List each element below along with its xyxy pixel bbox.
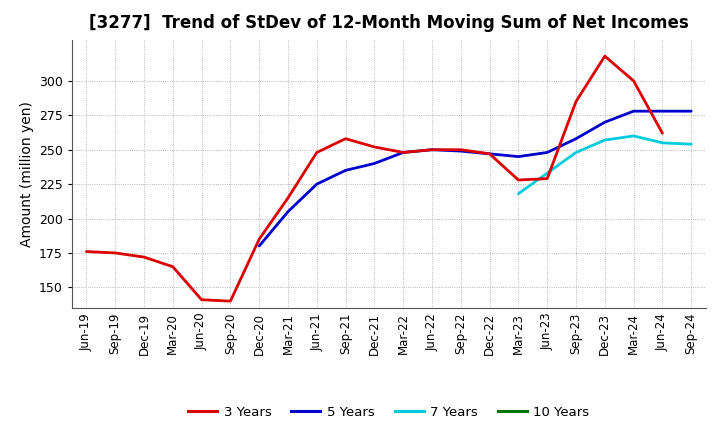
5 Years [341,168,350,173]
5 Years [687,109,696,114]
3 Years [255,237,264,242]
5 Years [629,109,638,114]
3 Years [312,150,321,155]
3 Years [399,150,408,155]
3 Years [226,298,235,304]
5 Years [572,136,580,141]
3 Years [82,249,91,254]
Legend: 3 Years, 5 Years, 7 Years, 10 Years: 3 Years, 5 Years, 7 Years, 10 Years [183,400,595,424]
Line: 7 Years: 7 Years [518,136,691,194]
3 Years [600,54,609,59]
5 Years [456,148,465,154]
Y-axis label: Amount (million yen): Amount (million yen) [19,101,34,247]
Line: 5 Years: 5 Years [259,111,691,246]
7 Years [572,150,580,155]
3 Years [428,147,436,152]
3 Years [456,147,465,152]
3 Years [485,151,494,157]
5 Years [255,243,264,249]
5 Years [514,154,523,159]
3 Years [543,176,552,181]
Title: [3277]  Trend of StDev of 12-Month Moving Sum of Net Incomes: [3277] Trend of StDev of 12-Month Moving… [89,15,688,33]
5 Years [658,109,667,114]
7 Years [629,133,638,139]
3 Years [572,99,580,104]
5 Years [485,151,494,157]
3 Years [341,136,350,141]
3 Years [140,254,148,260]
5 Years [543,150,552,155]
3 Years [629,78,638,84]
5 Years [284,209,292,214]
5 Years [428,147,436,152]
5 Years [312,181,321,187]
Line: 3 Years: 3 Years [86,56,662,301]
3 Years [197,297,206,302]
3 Years [514,177,523,183]
7 Years [514,191,523,196]
7 Years [543,170,552,176]
3 Years [284,195,292,201]
3 Years [111,250,120,256]
7 Years [658,140,667,146]
3 Years [658,131,667,136]
5 Years [370,161,379,166]
7 Years [600,137,609,143]
3 Years [168,264,177,269]
7 Years [687,142,696,147]
5 Years [399,150,408,155]
3 Years [370,144,379,150]
5 Years [600,120,609,125]
